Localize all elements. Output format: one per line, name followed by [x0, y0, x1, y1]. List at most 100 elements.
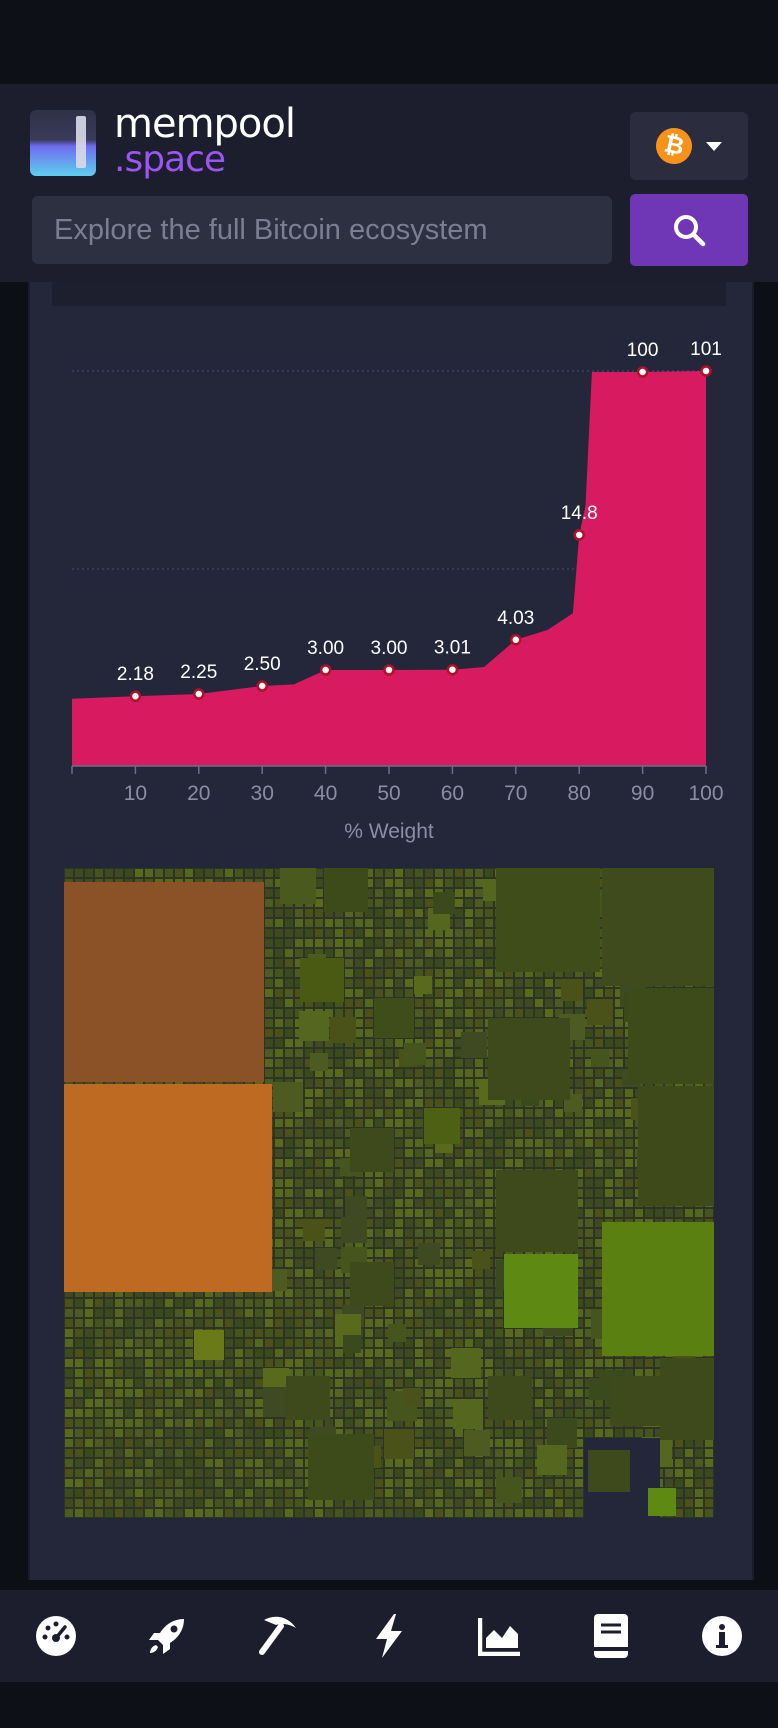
- transaction-block[interactable]: [435, 1049, 443, 1057]
- nav-graphs[interactable]: [470, 1606, 530, 1666]
- transaction-block[interactable]: [275, 1509, 283, 1517]
- transaction-block[interactable]: [145, 1359, 153, 1367]
- transaction-block[interactable]: [355, 1179, 363, 1187]
- transaction-block[interactable]: [65, 1419, 73, 1427]
- transaction-block[interactable]: [225, 1389, 233, 1397]
- transaction-block[interactable]: [375, 1399, 383, 1407]
- transaction-block[interactable]: [445, 1009, 453, 1017]
- transaction-block[interactable]: [195, 1369, 203, 1377]
- transaction-block[interactable]: [565, 1349, 573, 1357]
- transaction-block[interactable]: [315, 1248, 337, 1270]
- transaction-block[interactable]: [415, 1459, 423, 1467]
- transaction-block[interactable]: [295, 1429, 303, 1437]
- transaction-block[interactable]: [275, 1449, 283, 1457]
- transaction-block[interactable]: [555, 1369, 563, 1377]
- transaction-block[interactable]: [585, 1149, 593, 1157]
- transaction-block[interactable]: [475, 889, 483, 897]
- transaction-block[interactable]: [325, 1269, 333, 1277]
- transaction-block[interactable]: [295, 979, 303, 987]
- transaction-block[interactable]: [585, 969, 593, 977]
- transaction-block[interactable]: [585, 1309, 593, 1317]
- transaction-block[interactable]: [75, 1409, 83, 1417]
- transaction-block[interactable]: [115, 1399, 123, 1407]
- transaction-block[interactable]: [305, 939, 313, 947]
- transaction-block[interactable]: [115, 1489, 123, 1497]
- transaction-block[interactable]: [95, 869, 103, 877]
- transaction-block[interactable]: [645, 1429, 653, 1437]
- transaction-block[interactable]: [325, 1279, 333, 1287]
- transaction-block[interactable]: [225, 869, 233, 877]
- transaction-block[interactable]: [415, 1299, 423, 1307]
- transaction-block[interactable]: [425, 949, 433, 957]
- transaction-block[interactable]: [465, 1059, 473, 1067]
- transaction-block[interactable]: [275, 1499, 283, 1507]
- transaction-block[interactable]: [135, 1289, 143, 1297]
- transaction-block[interactable]: [345, 909, 353, 917]
- transaction-block[interactable]: [245, 1489, 253, 1497]
- transaction-block[interactable]: [455, 1459, 463, 1467]
- transaction-block[interactable]: [405, 1459, 413, 1467]
- transaction-block[interactable]: [335, 1409, 343, 1417]
- transaction-block[interactable]: [235, 1459, 243, 1467]
- transaction-block[interactable]: [455, 979, 463, 987]
- transaction-block[interactable]: [365, 889, 373, 897]
- transaction-block[interactable]: [405, 1199, 413, 1207]
- transaction-block[interactable]: [355, 1039, 363, 1047]
- transaction-block[interactable]: [205, 1289, 213, 1297]
- transaction-block[interactable]: [235, 1429, 243, 1437]
- transaction-block[interactable]: [625, 1199, 633, 1207]
- transaction-block[interactable]: [625, 1129, 633, 1137]
- transaction-block[interactable]: [465, 1159, 473, 1167]
- transaction-block[interactable]: [115, 1479, 123, 1487]
- transaction-block[interactable]: [65, 869, 73, 877]
- transaction-block[interactable]: [445, 1419, 453, 1427]
- transaction-block[interactable]: [605, 1189, 613, 1197]
- transaction-block[interactable]: [425, 1309, 433, 1317]
- transaction-block[interactable]: [405, 919, 413, 927]
- transaction-block[interactable]: [350, 1128, 394, 1172]
- transaction-block[interactable]: [65, 1369, 73, 1377]
- transaction-block[interactable]: [165, 1469, 173, 1477]
- transaction-block[interactable]: [525, 1339, 533, 1347]
- transaction-block[interactable]: [295, 989, 303, 997]
- transaction-block[interactable]: [385, 939, 393, 947]
- transaction-block[interactable]: [105, 1419, 113, 1427]
- transaction-block[interactable]: [65, 1439, 73, 1447]
- transaction-block[interactable]: [585, 979, 593, 987]
- transaction-block[interactable]: [255, 1449, 263, 1457]
- transaction-block[interactable]: [465, 939, 473, 947]
- transaction-block[interactable]: [435, 979, 443, 987]
- transaction-block[interactable]: [465, 1339, 473, 1347]
- transaction-block[interactable]: [375, 1349, 383, 1357]
- transaction-block[interactable]: [285, 1219, 293, 1227]
- transaction-block[interactable]: [375, 1039, 383, 1047]
- transaction-block[interactable]: [345, 949, 353, 957]
- transaction-block[interactable]: [445, 1339, 453, 1347]
- transaction-block[interactable]: [595, 1409, 603, 1417]
- transaction-block[interactable]: [505, 1139, 513, 1147]
- transaction-block[interactable]: [475, 1469, 483, 1477]
- transaction-block[interactable]: [305, 1059, 313, 1067]
- transaction-block[interactable]: [375, 959, 383, 967]
- transaction-block[interactable]: [455, 1219, 463, 1227]
- transaction-block[interactable]: [545, 1159, 553, 1167]
- transaction-block[interactable]: [335, 1429, 343, 1437]
- transaction-block[interactable]: [255, 1439, 263, 1447]
- transaction-block[interactable]: [215, 1469, 223, 1477]
- transaction-block[interactable]: [515, 1129, 523, 1137]
- transaction-block[interactable]: [325, 1319, 333, 1327]
- transaction-block[interactable]: [415, 1449, 423, 1457]
- transaction-block[interactable]: [305, 919, 313, 927]
- transaction-block[interactable]: [475, 1069, 483, 1077]
- transaction-block[interactable]: [545, 1099, 553, 1107]
- transaction-block[interactable]: [485, 869, 493, 877]
- transaction-block[interactable]: [445, 1239, 453, 1247]
- transaction-block[interactable]: [365, 1049, 373, 1057]
- transaction-block[interactable]: [435, 1419, 443, 1427]
- transaction-block[interactable]: [415, 1029, 423, 1037]
- transaction-block[interactable]: [335, 1189, 343, 1197]
- transaction-block[interactable]: [325, 1239, 333, 1247]
- transaction-block[interactable]: [565, 1339, 573, 1347]
- transaction-block[interactable]: [505, 1439, 513, 1447]
- transaction-block[interactable]: [705, 1479, 713, 1487]
